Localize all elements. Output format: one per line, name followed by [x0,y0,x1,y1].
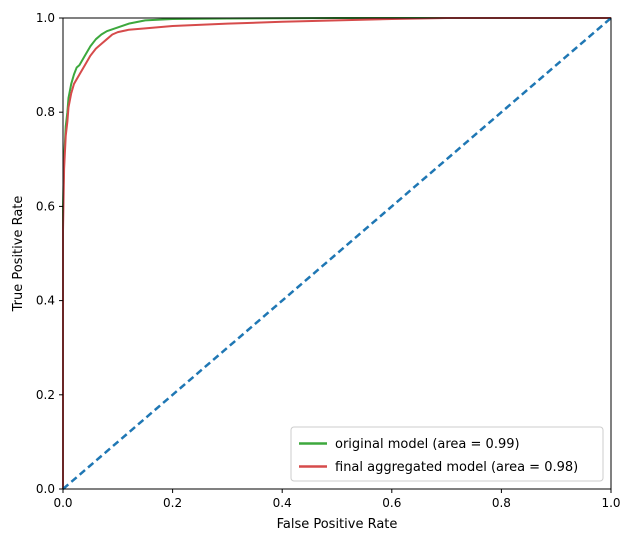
x-axis-ticks: 0.0 0.2 0.4 0.6 0.8 1.0 [53,489,621,510]
y-axis-label: True Positive Rate [11,196,26,313]
x-tick-label: 0.4 [273,496,292,510]
x-tick-label: 0.0 [53,496,72,510]
x-tick-label: 0.6 [382,496,401,510]
plot-background [63,18,611,489]
x-tick-label: 0.8 [492,496,511,510]
legend: original model (area = 0.99) final aggreg… [290,426,604,482]
legend-label: original model (area = 0.99) [335,437,520,452]
x-tick-label: 1.0 [601,496,620,510]
legend-label: final aggregated model (area = 0.98) [335,460,578,475]
series-line-0 [62,17,611,489]
y-tick-label: 0.6 [36,199,55,213]
y-tick-label: 0.4 [36,294,55,308]
legend-box [290,426,604,482]
x-tick-label: 0.2 [163,496,182,510]
y-tick-label: 0.2 [36,388,55,402]
series-line-1 [62,17,611,489]
plot-frame [62,17,612,490]
x-axis-label: False Positive Rate [277,517,398,532]
y-tick-label: 1.0 [36,11,55,25]
y-tick-label: 0.8 [36,105,55,119]
series-layer [62,17,612,490]
y-tick-label: 0.0 [36,482,55,496]
y-axis-ticks: 0.0 0.2 0.4 0.6 0.8 1.0 [36,11,63,496]
plot-area [62,17,612,490]
